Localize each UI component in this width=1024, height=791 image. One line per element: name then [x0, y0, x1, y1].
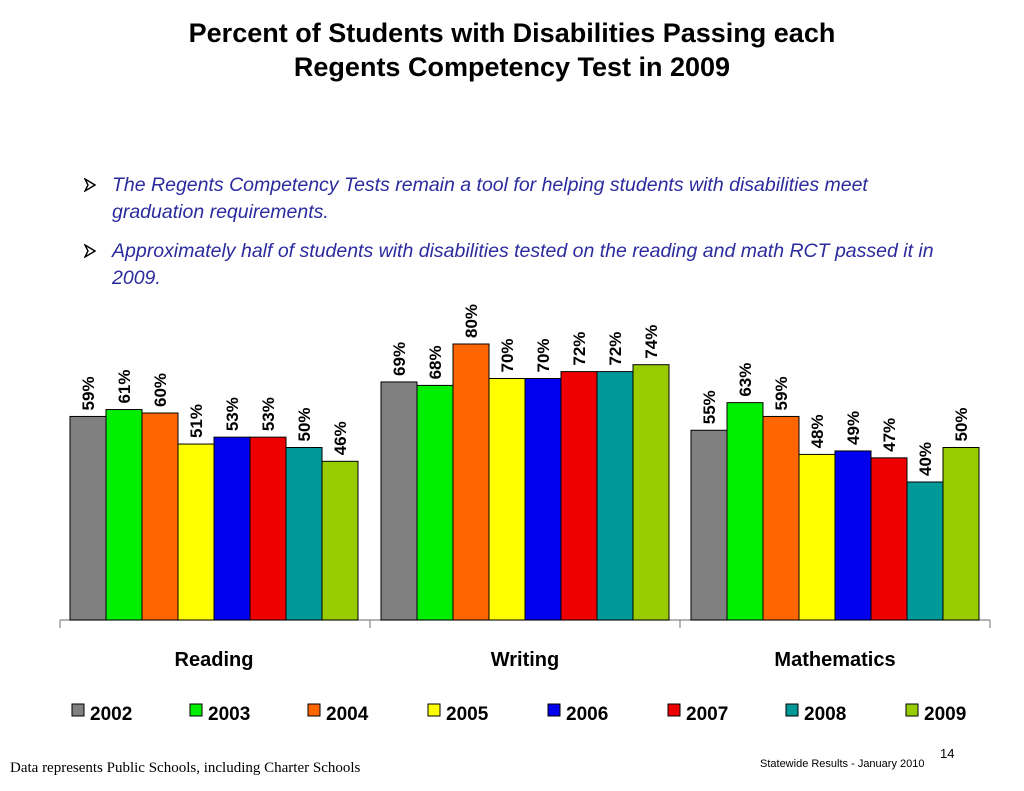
legend-label: 2008 — [804, 704, 846, 725]
data-label: 63% — [736, 363, 755, 397]
data-label: 50% — [295, 407, 314, 441]
data-label: 53% — [259, 397, 278, 431]
bar-2003-reading — [105, 409, 143, 621]
legend-label: 2007 — [686, 704, 728, 725]
arrow-bullet-icon — [84, 244, 96, 258]
data-label: 61% — [115, 370, 134, 404]
bullet-text: The Regents Competency Tests remain a to… — [112, 174, 868, 223]
legend-label: 2009 — [924, 704, 966, 725]
legend-swatch — [71, 703, 85, 717]
data-label: 69% — [390, 342, 409, 376]
bar-2009-writing — [632, 364, 670, 621]
slide-title: Percent of Students with Disabilities Pa… — [0, 16, 1024, 84]
legend-label: 2002 — [90, 704, 132, 725]
data-label: 72% — [606, 332, 625, 366]
legend-label: 2003 — [208, 704, 250, 725]
data-label: 59% — [772, 376, 791, 410]
data-label: 55% — [700, 390, 719, 424]
bar-2003-writing — [416, 384, 454, 621]
bar-2009-mathematics — [942, 447, 980, 621]
footer-note: Data represents Public Schools, includin… — [10, 760, 361, 776]
footer-source: Statewide Results - January 2010 — [760, 758, 925, 770]
bar-2002-mathematics — [690, 429, 728, 621]
bar-2006-reading — [213, 436, 251, 621]
data-label: 68% — [426, 345, 445, 379]
bullet-item: Approximately half of students with disa… — [84, 238, 964, 292]
bar-2005-mathematics — [798, 453, 836, 621]
data-label: 46% — [331, 421, 350, 455]
title-line-1: Percent of Students with Disabilities Pa… — [188, 18, 836, 48]
bar-2007-reading — [249, 436, 287, 621]
title-line-2: Regents Competency Test in 2009 — [293, 52, 731, 82]
data-label: 80% — [462, 304, 481, 338]
bullet-text: Approximately half of students with disa… — [112, 240, 934, 289]
bullet-list: The Regents Competency Tests remain a to… — [84, 172, 964, 304]
data-label: 70% — [534, 338, 553, 372]
legend-swatch — [905, 703, 919, 717]
data-label: 47% — [880, 418, 899, 452]
data-label: 53% — [223, 397, 242, 431]
bar-2008-writing — [596, 371, 634, 621]
bar-2004-mathematics — [762, 415, 800, 621]
data-label: 51% — [187, 404, 206, 438]
category-label: Mathematics — [774, 649, 895, 671]
data-label: 60% — [151, 373, 170, 407]
bar-2006-mathematics — [834, 450, 872, 621]
bar-2004-writing — [452, 343, 490, 621]
data-label: 49% — [844, 411, 863, 445]
bar-2002-writing — [380, 381, 418, 621]
bar-2004-reading — [141, 412, 179, 621]
legend-swatch — [307, 703, 321, 717]
bar-2007-writing — [560, 371, 598, 621]
legend-swatch — [785, 703, 799, 717]
legend-swatch — [667, 703, 681, 717]
category-label: Reading — [175, 649, 254, 671]
bar-2003-mathematics — [726, 402, 764, 621]
bar-2006-writing — [524, 378, 562, 621]
bullet-item: The Regents Competency Tests remain a to… — [84, 172, 964, 226]
bar-2008-mathematics — [906, 481, 944, 621]
bar-2008-reading — [285, 447, 323, 621]
data-label: 72% — [570, 332, 589, 366]
legend-label: 2005 — [446, 704, 489, 725]
category-label: Writing — [491, 649, 560, 671]
legend-label: 2004 — [326, 704, 369, 725]
bar-2009-reading — [321, 460, 359, 621]
data-label: 48% — [808, 414, 827, 448]
data-label: 74% — [642, 325, 661, 359]
data-label: 70% — [498, 338, 517, 372]
data-label: 40% — [916, 442, 935, 476]
arrow-bullet-icon — [84, 178, 96, 192]
bar-2002-reading — [69, 415, 107, 621]
legend-swatch — [547, 703, 561, 717]
legend-swatch — [427, 703, 441, 717]
data-label: 59% — [79, 376, 98, 410]
legend-swatch — [189, 703, 203, 717]
bar-2005-reading — [177, 443, 215, 621]
bar-2005-writing — [488, 378, 526, 621]
page-number: 14 — [940, 746, 955, 761]
data-label: 50% — [952, 407, 971, 441]
legend-label: 2006 — [566, 704, 608, 725]
bar-2007-mathematics — [870, 457, 908, 621]
